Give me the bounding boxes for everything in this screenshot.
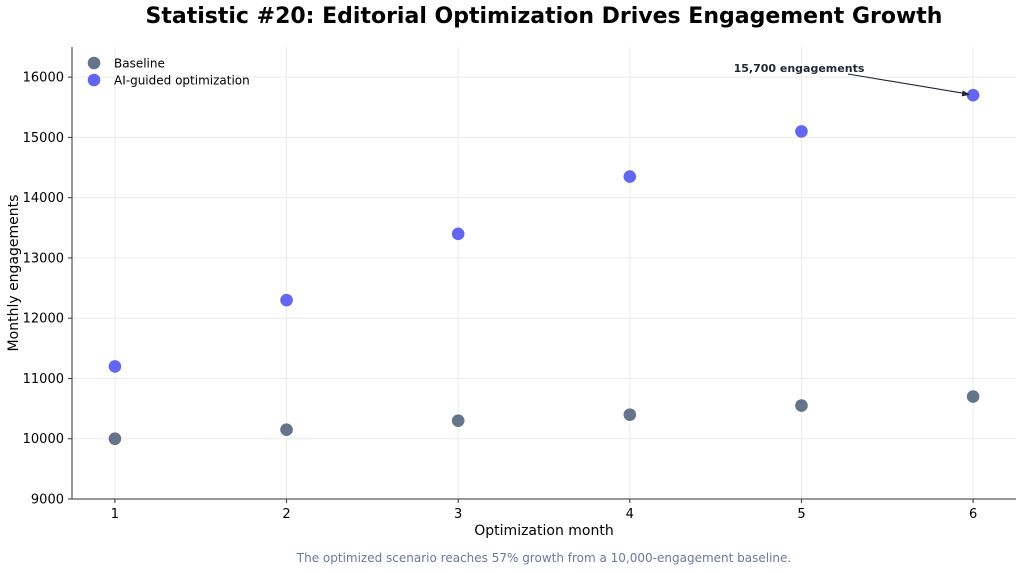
y-tick-label: 14000 [23,191,64,206]
grid-lines [72,47,1016,500]
y-tick-label: 15000 [23,131,64,146]
data-point-optimized [108,360,122,373]
y-axis-label: Monthly engagements [6,195,22,352]
legend-label: AI-guided optimization [114,73,250,87]
annotation-arrowhead [961,90,971,97]
data-point-optimized [623,170,637,183]
data-point-baseline [280,423,293,436]
annotation: 15,700 engagements [734,62,971,97]
legend-marker [87,56,101,70]
axes [68,47,1016,503]
data-point-baseline [623,408,637,421]
y-tick-label: 11000 [23,372,64,387]
chart-caption: The optimized scenario reaches 57% growt… [296,551,792,565]
x-tick-label: 5 [797,507,805,522]
annotation-arrow [847,73,964,94]
data-point-optimized [280,293,293,307]
y-tick-label: 10000 [23,432,64,447]
legend: Baseline AI-guided optimization [87,56,250,87]
data-points [108,88,980,446]
y-tick-label: 12000 [23,312,64,327]
x-tick-label: 2 [282,507,290,522]
data-point-optimized [451,227,465,241]
data-point-optimized [966,88,980,102]
data-point-baseline [795,399,808,412]
data-point-optimized [795,125,808,138]
x-tick-label: 1 [111,507,119,522]
data-point-baseline [108,432,122,446]
chart-title: Statistic #20: Editorial Optimization Dr… [145,4,943,29]
tick-labels: 1 2 3 4 5 6 9000 10000 11000 12000 13000 14000 15000… [23,71,978,522]
legend-marker [87,73,101,87]
y-tick-label: 16000 [23,71,64,86]
data-point-baseline [966,390,980,403]
legend-label: Baseline [114,56,165,70]
x-tick-label: 4 [626,507,634,522]
annotation-label: 15,700 engagements [734,62,865,75]
x-axis-label: Optimization month [474,523,613,539]
x-tick-label: 3 [454,507,462,522]
y-tick-label: 9000 [31,493,64,508]
y-tick-label: 13000 [23,251,64,266]
x-tick-label: 6 [969,507,977,522]
data-point-baseline [451,414,465,427]
